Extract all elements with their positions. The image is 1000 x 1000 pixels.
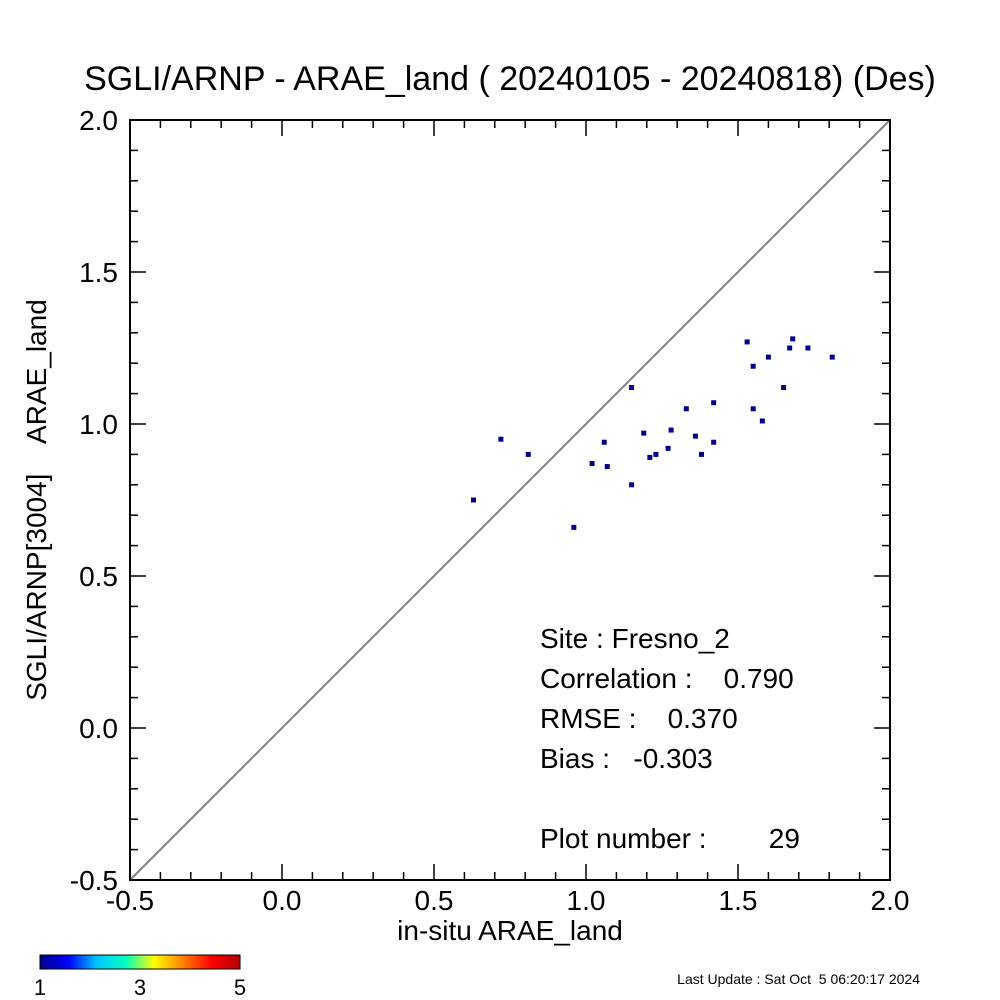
colorbar-label-min: 1 xyxy=(34,975,46,1000)
data-points xyxy=(471,336,835,530)
axis-ticks xyxy=(129,119,891,881)
plot-frame xyxy=(129,119,891,881)
data-point xyxy=(589,461,595,467)
data-point xyxy=(711,439,717,445)
data-point xyxy=(692,433,698,439)
x-tick-label: 1.5 xyxy=(719,885,758,916)
data-point xyxy=(781,385,787,391)
data-point xyxy=(790,336,796,342)
data-point xyxy=(471,497,477,503)
colorbar-label-max: 5 xyxy=(234,975,246,1000)
data-point xyxy=(647,454,653,460)
one-to-one-line xyxy=(129,119,891,881)
data-point xyxy=(604,464,610,470)
stats-box: Site : Fresno_2 Correlation : 0.790 RMSE… xyxy=(540,623,800,854)
x-tick-label: 0.5 xyxy=(415,885,454,916)
data-point xyxy=(668,427,674,433)
y-axis-label: SGLI/ARNP[3004] ARAE_land xyxy=(21,299,52,701)
x-axis-label: in-situ ARAE_land xyxy=(397,915,623,946)
chart-title: SGLI/ARNP - ARAE_land ( 20240105 - 20240… xyxy=(84,60,936,98)
y-tick-label: -0.5 xyxy=(70,865,118,896)
data-point xyxy=(699,451,705,457)
data-point xyxy=(750,406,756,412)
data-point xyxy=(765,354,771,360)
stats-correlation: Correlation : 0.790 xyxy=(540,663,794,694)
colorbar xyxy=(39,954,241,970)
y-tick-label: 1.5 xyxy=(79,257,118,288)
data-point xyxy=(498,436,504,442)
data-point xyxy=(829,354,835,360)
x-tick-labels: -0.5 0.0 0.5 1.0 1.5 2.0 xyxy=(106,885,910,916)
data-point xyxy=(665,445,671,451)
y-tick-label: 1.0 xyxy=(79,409,118,440)
stats-site: Site : Fresno_2 xyxy=(540,623,730,654)
y-tick-label: 0.0 xyxy=(79,713,118,744)
data-point xyxy=(601,439,607,445)
data-point xyxy=(805,345,811,351)
y-tick-label: 0.5 xyxy=(79,561,118,592)
stats-bias: Bias : -0.303 xyxy=(540,743,713,774)
x-tick-label: 0.0 xyxy=(263,885,302,916)
data-point xyxy=(744,339,750,345)
data-point xyxy=(711,400,717,406)
data-point xyxy=(787,345,793,351)
data-point xyxy=(629,482,635,488)
x-tick-label: -0.5 xyxy=(106,885,154,916)
data-point xyxy=(571,524,577,530)
y-tick-labels: -0.5 0.0 0.5 1.0 1.5 2.0 xyxy=(70,105,118,896)
data-point xyxy=(683,406,689,412)
data-point xyxy=(641,430,647,436)
x-tick-label: 1.0 xyxy=(567,885,606,916)
data-point xyxy=(629,385,635,391)
stats-rmse: RMSE : 0.370 xyxy=(540,703,738,734)
colorbar-label-mid: 3 xyxy=(134,975,146,1000)
data-point xyxy=(750,363,756,369)
data-point xyxy=(525,451,531,457)
x-tick-label: 2.0 xyxy=(871,885,910,916)
data-point xyxy=(759,418,765,424)
y-tick-label: 2.0 xyxy=(79,105,118,136)
last-update: Last Update : Sat Oct 5 06:20:17 2024 xyxy=(677,971,920,987)
stats-plot-number: Plot number : 29 xyxy=(540,823,800,854)
data-point xyxy=(653,451,659,457)
